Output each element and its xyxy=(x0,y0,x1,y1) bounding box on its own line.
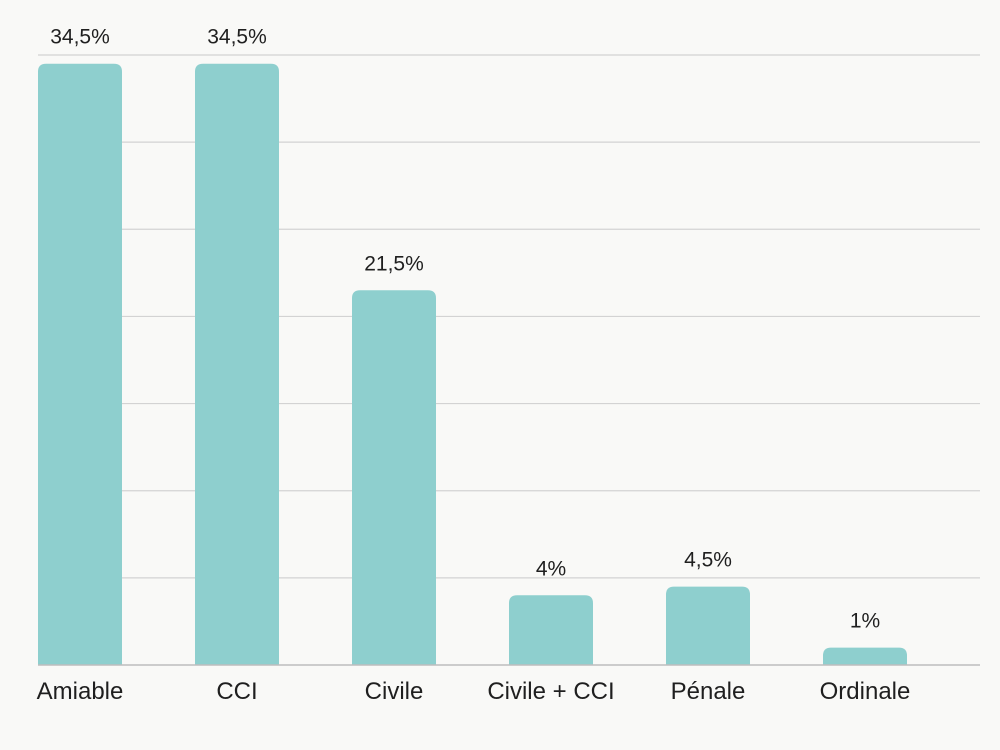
bar-3 xyxy=(352,290,436,665)
category-label-5: Pénale xyxy=(671,678,746,705)
bar-4 xyxy=(509,595,593,665)
value-label-1: 34,5% xyxy=(50,26,110,49)
category-label-4: Civile + CCI xyxy=(487,678,614,705)
bar-6 xyxy=(823,647,907,665)
value-label-5: 4,5% xyxy=(684,549,732,572)
grid-lines xyxy=(38,54,980,579)
bar-5 xyxy=(666,586,750,665)
category-label-1: Amiable xyxy=(37,678,124,705)
value-labels: 34,5% 34,5% 21,5% 4% 4,5% 1% xyxy=(50,26,880,633)
bar-1 xyxy=(38,63,122,665)
category-label-2: CCI xyxy=(216,678,257,705)
category-labels: Amiable CCI Civile Civile + CCI Pénale Ordina… xyxy=(37,678,911,705)
value-label-6: 1% xyxy=(850,610,880,633)
value-label-4: 4% xyxy=(536,557,566,580)
value-label-2: 34,5% xyxy=(207,26,267,49)
bars xyxy=(38,63,907,665)
category-label-6: Ordinale xyxy=(820,678,911,705)
bar-2 xyxy=(195,63,279,665)
value-label-3: 21,5% xyxy=(364,252,424,275)
category-label-3: Civile xyxy=(365,678,424,705)
